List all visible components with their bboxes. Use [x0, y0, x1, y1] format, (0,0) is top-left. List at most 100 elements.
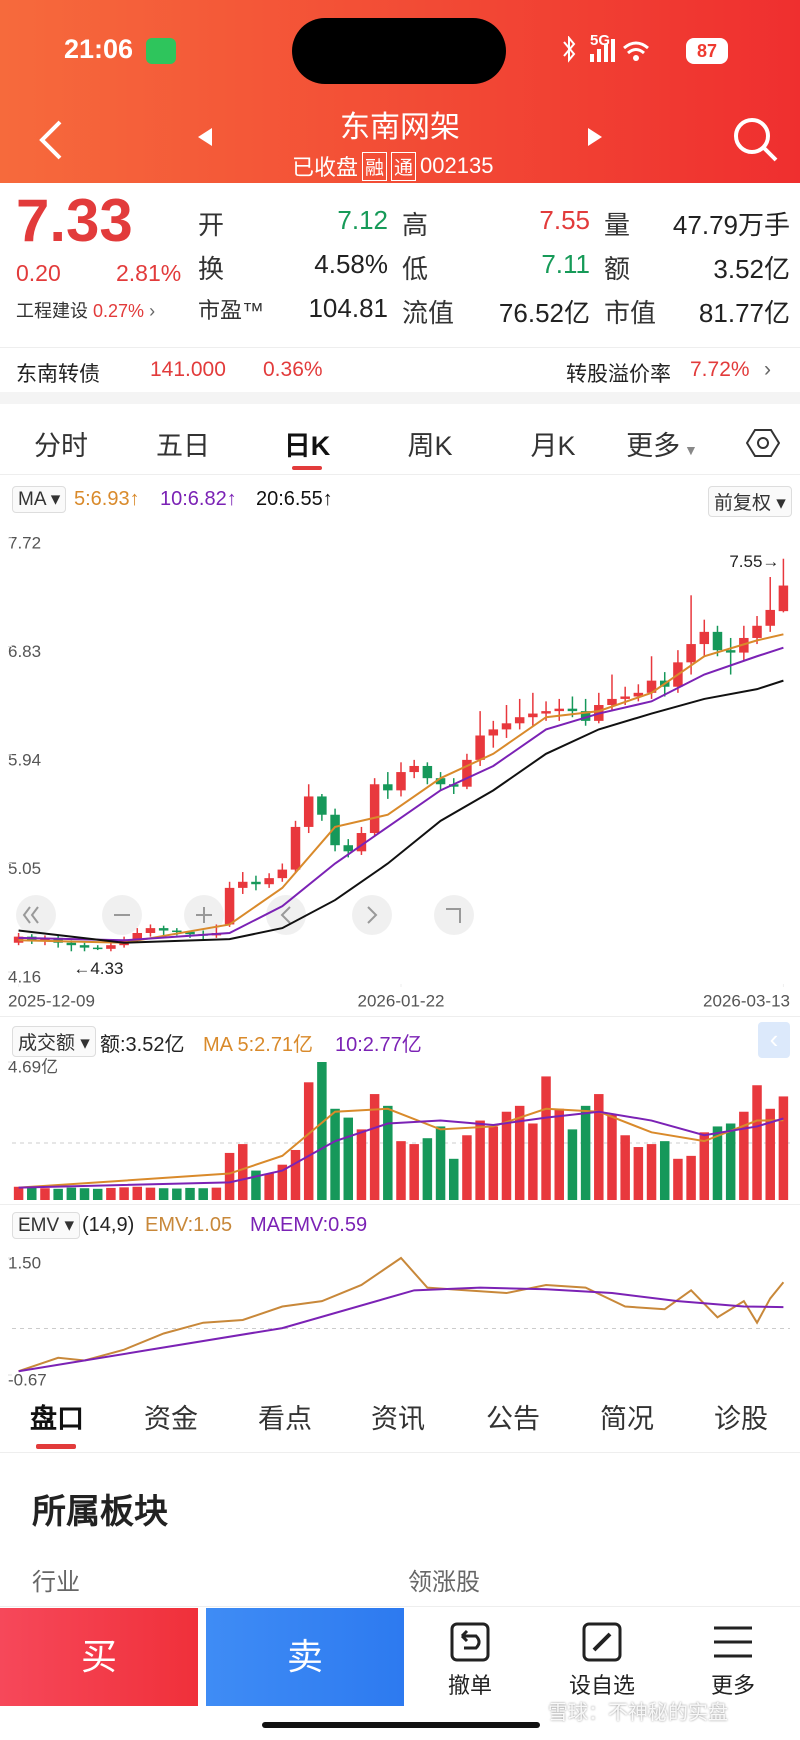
volume-bar	[264, 1173, 274, 1200]
indicator-line	[18, 646, 784, 942]
chart-tab[interactable]: 周K	[407, 431, 453, 461]
volume-bar	[712, 1126, 723, 1200]
volume-select[interactable]: 成交额 ▾	[12, 1026, 96, 1057]
indicator-select[interactable]: MA ▾	[12, 486, 67, 513]
volume-bar	[277, 1164, 288, 1200]
y-tick-label: -0.67	[8, 1370, 47, 1389]
adjust-select[interactable]: 前复权 ▾	[708, 486, 792, 517]
stat-value: 7.55	[539, 205, 590, 235]
section-title: 所属板块	[32, 1493, 168, 1531]
info-tab[interactable]: 看点	[258, 1404, 312, 1434]
candle-body	[145, 928, 156, 933]
watermark: 雪球：不神秘的实盘	[548, 1702, 728, 1724]
info-tab[interactable]: 公告	[486, 1404, 540, 1434]
status-icons	[563, 36, 649, 63]
candle-body	[343, 845, 354, 852]
candle-body	[251, 881, 261, 885]
candle-body	[607, 698, 617, 706]
amount: 额:3.52亿	[100, 1034, 185, 1056]
candle-body	[132, 932, 143, 941]
info-tab[interactable]: 资金	[144, 1404, 198, 1434]
back-button[interactable]	[36, 118, 66, 162]
x-tick-label: 2026-03-13	[703, 991, 790, 1010]
emv-select[interactable]: EMV ▾	[12, 1212, 81, 1239]
volume-bar	[369, 1094, 380, 1200]
candle-body	[514, 717, 525, 724]
volume-bar	[422, 1138, 433, 1200]
stat-value: 104.81	[308, 293, 388, 323]
chart-nav	[16, 895, 474, 935]
volume-bar	[145, 1187, 156, 1200]
next-stock[interactable]	[584, 126, 604, 148]
chart-tab[interactable]: 月K	[530, 431, 576, 461]
y-tick-label: 4.69亿	[8, 1057, 58, 1076]
chevron: ›	[764, 358, 771, 381]
candle-body	[725, 650, 736, 653]
info-tab-active[interactable]: 盘口	[30, 1404, 84, 1434]
volume-bar	[633, 1147, 644, 1200]
info-tab[interactable]: 诊股	[714, 1404, 768, 1434]
volume-bar	[132, 1186, 143, 1200]
stat-value: 3.52亿	[713, 254, 790, 284]
chart-tab-active[interactable]: 日K	[283, 431, 331, 461]
x-tick-label: 2026-01-22	[358, 991, 445, 1010]
candle-body	[541, 711, 551, 714]
info-tab[interactable]: 资讯	[371, 1404, 425, 1434]
chart-tab[interactable]: 五日	[156, 431, 210, 461]
volume-bar	[238, 1144, 248, 1200]
legend-vol-ma5: MA 5:2.71亿	[203, 1034, 314, 1056]
search-button[interactable]	[732, 116, 780, 164]
volume-bar	[448, 1158, 459, 1200]
chart-tab[interactable]: 更多 ▼	[626, 431, 698, 461]
volume-bar	[330, 1108, 340, 1200]
stat-label: 市盈™	[198, 298, 265, 323]
divider	[0, 1204, 800, 1205]
candle-body	[501, 723, 512, 730]
volume-bar	[739, 1111, 749, 1200]
sector[interactable]: 工程建设 0.27% ›	[16, 301, 156, 321]
candle-body	[369, 784, 380, 834]
stat-label: 额	[604, 254, 631, 284]
candle-body	[448, 784, 459, 787]
settings-icon[interactable]	[746, 426, 780, 460]
divider	[0, 1016, 800, 1017]
candle-body	[158, 928, 169, 931]
candle-body	[778, 585, 789, 612]
more-button[interactable]: 更多	[710, 1673, 756, 1698]
candle-body	[185, 931, 195, 935]
legend-ma5: 5:6.93↑	[74, 488, 140, 510]
volume-bar	[66, 1187, 77, 1200]
candle-body	[330, 814, 340, 846]
max-annotation: 7.55→	[729, 552, 779, 571]
stat-label: 市值	[604, 298, 657, 328]
stock-code: 002135	[420, 153, 494, 178]
tab-indicator	[36, 1444, 76, 1449]
candle-body	[435, 778, 446, 785]
candle-body	[462, 759, 472, 787]
volume-bar	[198, 1188, 208, 1200]
x-tick-label: 2025-12-09	[8, 991, 95, 1010]
candle-body	[224, 887, 235, 925]
volume-bar	[567, 1129, 578, 1200]
emv-title: EMV	[18, 1215, 60, 1236]
volume-bar	[514, 1105, 525, 1200]
cancel-button[interactable]: 撤单	[447, 1673, 493, 1698]
candle-body	[475, 735, 485, 760]
watch-button[interactable]: 设自选	[568, 1673, 636, 1698]
info-tab[interactable]: 简况	[600, 1404, 654, 1434]
prev-stock[interactable]	[196, 126, 216, 148]
candle-body	[409, 765, 419, 773]
volume-bar	[725, 1123, 736, 1200]
buy-button[interactable]: 买	[0, 1608, 198, 1706]
chart-tab[interactable]: 分时	[34, 431, 88, 461]
stat-label: 换	[198, 254, 225, 284]
collapse-button[interactable]: ‹	[758, 1022, 790, 1058]
premium: 7.72%	[690, 358, 750, 381]
volume-bar	[646, 1144, 657, 1200]
sell-button[interactable]: 卖	[206, 1608, 404, 1706]
candle-body	[396, 772, 406, 791]
candle-body	[172, 930, 182, 933]
legend-emv: EMV:1.05	[145, 1214, 233, 1236]
volume-bar	[79, 1188, 90, 1200]
dynamic-island	[292, 18, 506, 84]
